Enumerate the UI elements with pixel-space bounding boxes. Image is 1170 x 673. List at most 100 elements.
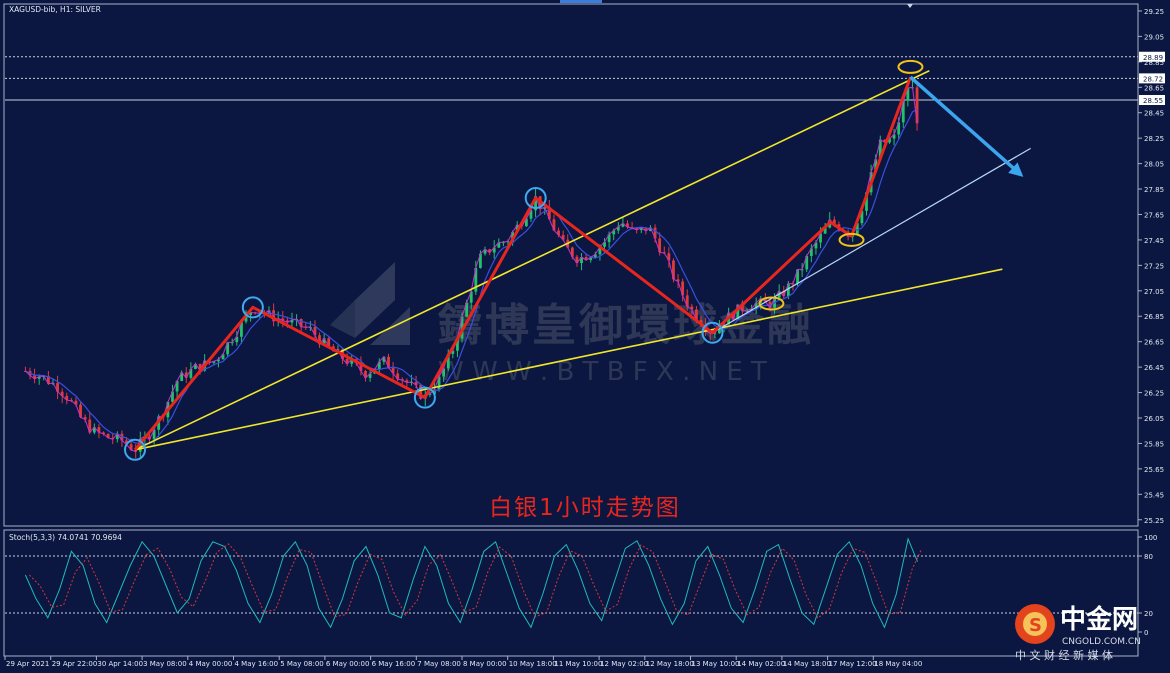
y-tick-label: 27.25 (1144, 262, 1164, 270)
candle-body (212, 361, 216, 363)
stoch-panel-frame (3, 529, 1139, 657)
watermark-en-text: W W W . B T B F X . N E T (438, 357, 767, 387)
cngold-logo: S 中金网 CNGOLD.COM.CN 中 文 财 经 新 媒 体 (1015, 604, 1141, 662)
candle-body (649, 227, 652, 231)
price-axis[interactable]: 29.25 29.05 28.85 28.65 28.45 28.25 28.05 27.85… (1138, 8, 1164, 525)
candle-body (442, 368, 446, 377)
candle-body (414, 381, 418, 386)
x-tick-label: 3 May 08:00 (143, 660, 187, 668)
x-tick-label: 18 May 04:00 (874, 660, 922, 668)
logo-mark: S (1029, 615, 1042, 636)
candle-body (658, 238, 662, 253)
candle-body (718, 326, 721, 334)
candle-body (855, 223, 859, 235)
candle-body (249, 312, 253, 315)
candle-body (226, 342, 230, 355)
candle-body (672, 260, 675, 280)
moving-average-line (25, 108, 918, 445)
candle-body (285, 320, 289, 323)
candle-body (120, 433, 124, 441)
candle-body (736, 304, 740, 320)
y-tick-label: 28.45 (1144, 110, 1164, 118)
y-tick-label: 25.25 (1144, 517, 1164, 525)
candle-body (685, 295, 689, 307)
y-tick-label: 26.85 (1144, 313, 1164, 321)
candle-body (892, 134, 896, 139)
candle-body (65, 395, 69, 401)
price-level-tags: 28.89 28.72 28.55 (1139, 51, 1165, 105)
y-tick-label: 25.85 (1144, 440, 1164, 448)
candle-body (676, 279, 680, 282)
candle-body (570, 247, 574, 257)
candle-body (529, 210, 533, 219)
candle-body (345, 358, 349, 364)
time-axis[interactable]: 29 Apr 2021 29 Apr 22:00 30 Apr 14:00 3 May… (4, 656, 922, 668)
y-tick-label: 26.65 (1144, 339, 1164, 347)
candle-body (217, 359, 220, 362)
price-level-tag-label: 28.55 (1143, 97, 1163, 105)
candle-body (235, 336, 239, 343)
y-tick-label: 29.25 (1144, 8, 1164, 16)
candle-body (79, 404, 82, 418)
candle-body (368, 373, 372, 378)
candle-body (690, 306, 694, 310)
shift-marker-icon[interactable] (907, 4, 913, 8)
candle-body (382, 356, 386, 362)
candle-body (644, 227, 648, 231)
support-line (712, 147, 1031, 334)
candle-body (575, 256, 579, 264)
candle-body (148, 436, 151, 440)
x-tick-label: 6 May 16:00 (372, 660, 416, 668)
x-tick-label: 5 May 08:00 (280, 660, 324, 668)
candle-body (92, 427, 96, 433)
candle-body (612, 230, 616, 235)
candle-body (198, 363, 202, 371)
stoch-tick-label: 0 (1144, 629, 1148, 637)
candle-body (626, 223, 629, 228)
candle-body (874, 159, 878, 173)
candle-body (763, 298, 767, 302)
candle-body (589, 257, 593, 261)
y-tick-label: 25.45 (1144, 491, 1164, 499)
candle-body (405, 380, 409, 383)
candle-body (635, 228, 639, 231)
candle-body (823, 227, 827, 234)
candle-body (607, 234, 611, 243)
x-tick-label: 29 Apr 2021 (6, 660, 49, 668)
candle-body (350, 359, 354, 364)
candle-body (74, 400, 78, 405)
candle-body (814, 242, 818, 249)
candle-body (483, 249, 487, 254)
x-tick-label: 14 May 02:00 (737, 660, 785, 668)
candle-body (492, 247, 496, 253)
x-tick-label: 11 May 10:00 (554, 660, 602, 668)
candle-body (299, 319, 303, 327)
candle-body (662, 252, 666, 254)
candle-body (883, 139, 887, 143)
y-tick-label: 29.05 (1144, 33, 1164, 41)
candle-body (446, 353, 450, 369)
x-tick-label: 29 Apr 22:00 (52, 660, 98, 668)
candle-body (897, 122, 901, 135)
candle-body (102, 432, 105, 434)
candle-body (171, 391, 174, 402)
stoch-tick-label: 100 (1144, 534, 1157, 542)
stoch-tick-label: 20 (1144, 610, 1153, 618)
candle-body (805, 256, 809, 270)
channel-line (134, 70, 930, 451)
y-tick-label: 25.65 (1144, 466, 1164, 474)
price-level-tag-label: 28.89 (1143, 54, 1163, 62)
candle-body (451, 350, 455, 354)
pivot-circle-blue (124, 438, 146, 461)
logo-icon-inner (1023, 612, 1047, 636)
price-levels (5, 56, 1138, 101)
candle-body (667, 253, 671, 261)
candle-body (194, 363, 197, 369)
window-scroll-tab[interactable] (560, 0, 602, 3)
candle-body (318, 335, 321, 345)
candle-body (497, 242, 501, 248)
main-panel-frame (3, 3, 1139, 527)
x-tick-label: 13 May 10:00 (692, 660, 740, 668)
candle-body (782, 291, 786, 297)
channel-line (134, 268, 1003, 451)
